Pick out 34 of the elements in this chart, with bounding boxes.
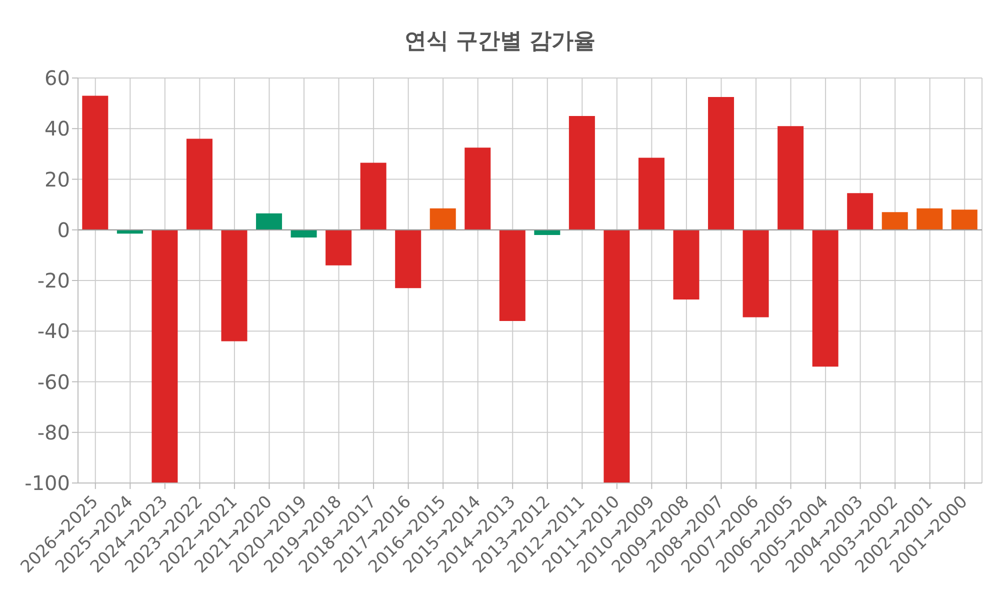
- bar: [847, 193, 874, 230]
- bar: [221, 230, 248, 342]
- bar: [604, 230, 630, 483]
- bar: [186, 138, 212, 230]
- bar: [360, 162, 386, 230]
- bar: [916, 208, 943, 230]
- chart-title: 연식 구간별 감가율: [403, 28, 597, 56]
- bar: [430, 208, 456, 230]
- y-tick-label: -80: [37, 420, 70, 444]
- bar: [256, 213, 282, 230]
- bar: [82, 96, 108, 230]
- bar: [326, 230, 352, 266]
- bar: [638, 158, 664, 230]
- y-tick-label: -60: [37, 370, 70, 394]
- bar: [568, 116, 595, 230]
- y-tick-label: -20: [37, 268, 70, 293]
- bar: [499, 230, 526, 321]
- bar: [742, 230, 769, 318]
- y-tick-label: -100: [24, 471, 70, 496]
- y-tick-label: 0: [57, 218, 70, 242]
- bar: [290, 230, 317, 238]
- bar: [708, 96, 734, 230]
- bar: [464, 148, 491, 230]
- y-tick-label: 40: [44, 116, 70, 141]
- bar: [778, 126, 804, 230]
- y-tick-label: 20: [44, 167, 70, 192]
- bar: [882, 212, 908, 230]
- bar: [812, 230, 838, 367]
- bar: [395, 230, 422, 288]
- bar: [152, 230, 178, 483]
- y-tick-label: -40: [37, 319, 70, 344]
- bar: [951, 210, 978, 230]
- y-tick-label: 60: [44, 66, 70, 90]
- bar: [673, 230, 700, 300]
